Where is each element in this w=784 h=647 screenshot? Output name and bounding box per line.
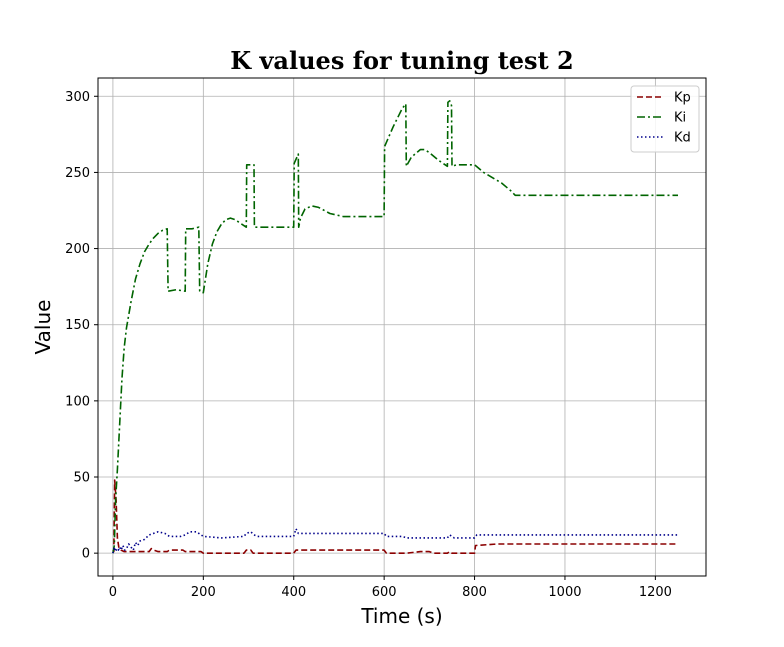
plot-series <box>112 100 678 554</box>
legend-label: Kd <box>674 131 691 146</box>
legend-entry-ki: Ki <box>637 111 686 126</box>
y-tick-label: 100 <box>65 394 90 409</box>
x-axis-label: Time (s) <box>360 604 442 628</box>
x-tick-label: 600 <box>372 585 397 600</box>
legend-entry-kd: Kd <box>637 131 691 146</box>
legend-box <box>630 85 700 153</box>
legend-entry-kp: Kp <box>637 91 691 106</box>
y-tick-label: 50 <box>73 471 90 486</box>
y-tick-label: 300 <box>65 90 90 105</box>
series-line-ki <box>112 100 678 554</box>
x-tick-label: 1000 <box>548 585 581 600</box>
x-tick-label: 0 <box>109 585 117 600</box>
plot-area-frame <box>97 77 707 577</box>
x-tick-label: 200 <box>191 585 216 600</box>
y-tick-label: 0 <box>82 547 90 562</box>
x-tick-label: 800 <box>462 585 487 600</box>
y-tick-label: 250 <box>65 166 90 181</box>
legend-label: Kp <box>674 91 691 106</box>
axis-ticks: 0 200 400 600 800 1000 1200 0 50 100 150 200 250 300 <box>65 90 672 600</box>
x-tick-label: 1200 <box>639 585 672 600</box>
y-tick-label: 150 <box>65 318 90 333</box>
x-tick-label: 400 <box>281 585 306 600</box>
legend: Kp Ki Kd <box>630 85 700 153</box>
chart-title: K values for tuning test 2 <box>230 46 573 75</box>
y-tick-label: 200 <box>65 242 90 257</box>
legend-label: Ki <box>674 111 686 126</box>
grid-lines <box>98 78 706 576</box>
y-axis-label: Value <box>31 300 55 355</box>
series-line-kp <box>112 479 678 554</box>
